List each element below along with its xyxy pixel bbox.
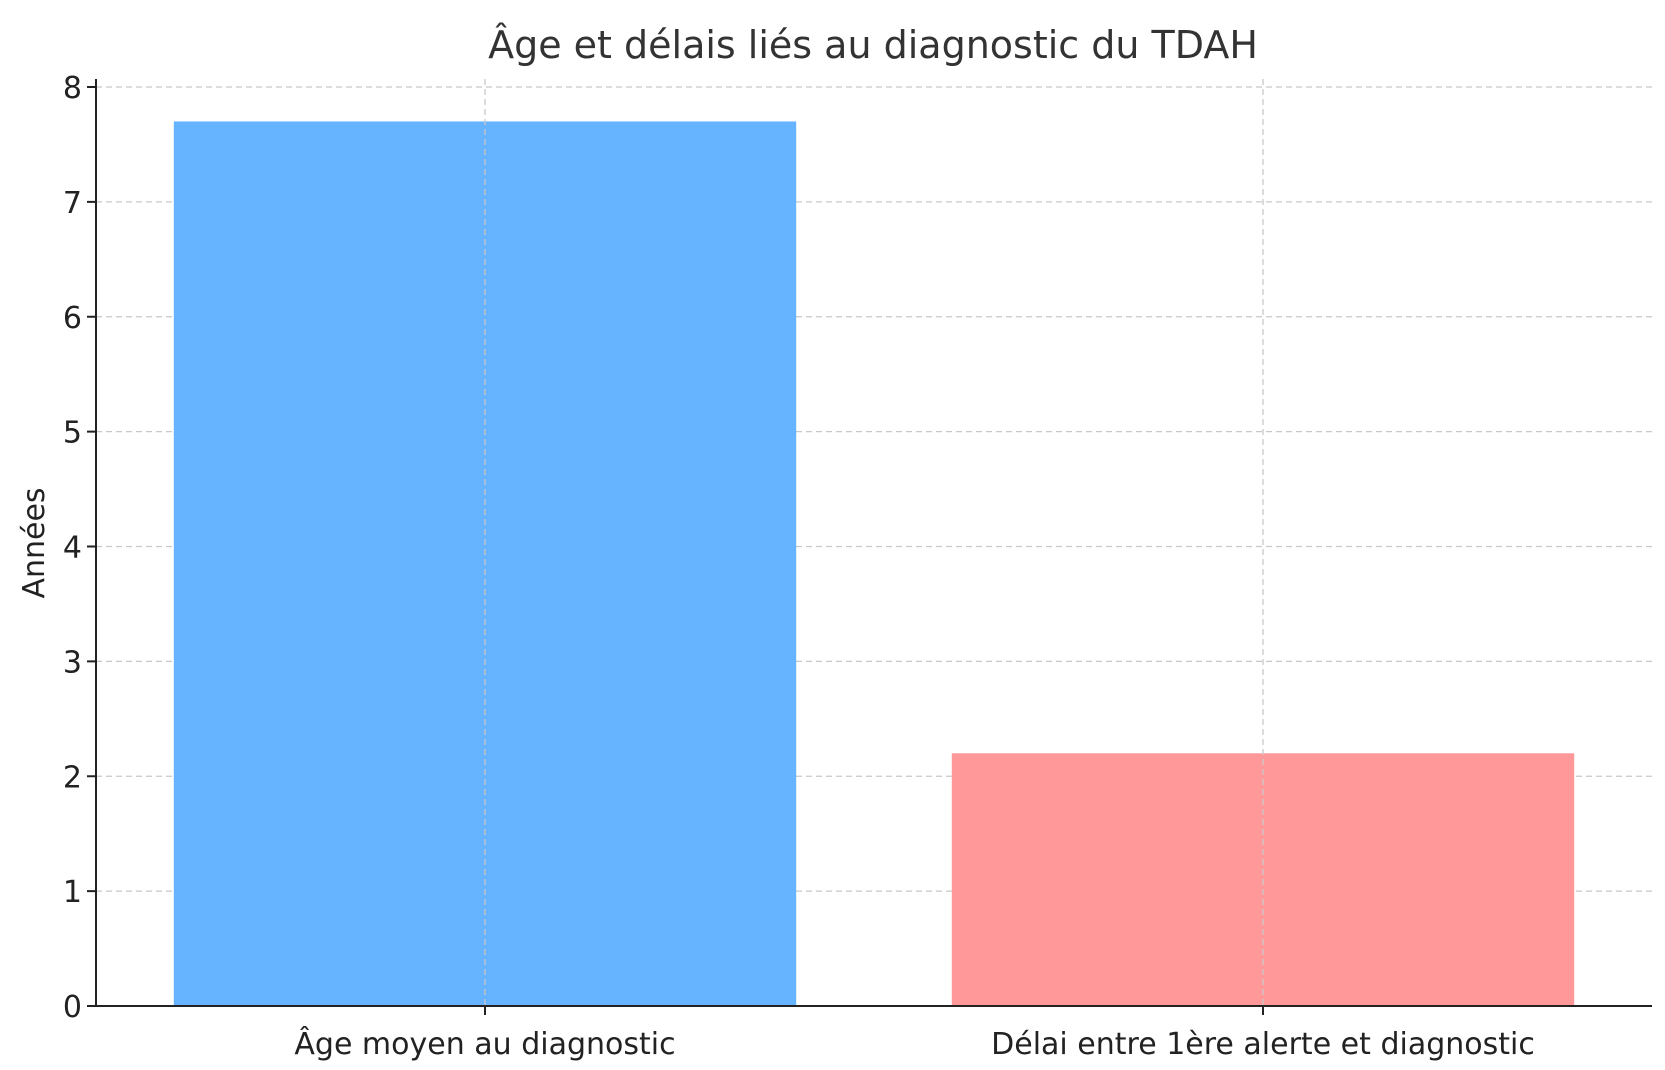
bars	[173, 79, 1575, 1006]
y-tick-label: 3	[63, 645, 82, 680]
y-tick-label: 2	[63, 760, 82, 795]
y-axis-label: Années	[17, 487, 52, 598]
y-tick-label: 8	[63, 71, 82, 106]
y-ticks: 0 1 2 3 4 5 6 7 8	[63, 71, 96, 1025]
y-tick-label: 7	[63, 186, 82, 221]
axes	[95, 79, 1652, 1007]
y-tick-label: 1	[63, 875, 82, 910]
y-tick-label: 6	[63, 301, 82, 336]
x-ticks: Âge moyen au diagnostic Délai entre 1ère …	[294, 1006, 1535, 1062]
chart-title: Âge et délais liés au diagnostic du TDAH	[488, 23, 1258, 67]
y-tick-label: 5	[63, 416, 82, 451]
y-tick-label: 0	[63, 990, 82, 1025]
x-tick-label: Âge moyen au diagnostic	[294, 1026, 675, 1062]
x-tick-label: Délai entre 1ère alerte et diagnostic	[991, 1027, 1535, 1062]
y-tick-label: 4	[63, 531, 82, 566]
